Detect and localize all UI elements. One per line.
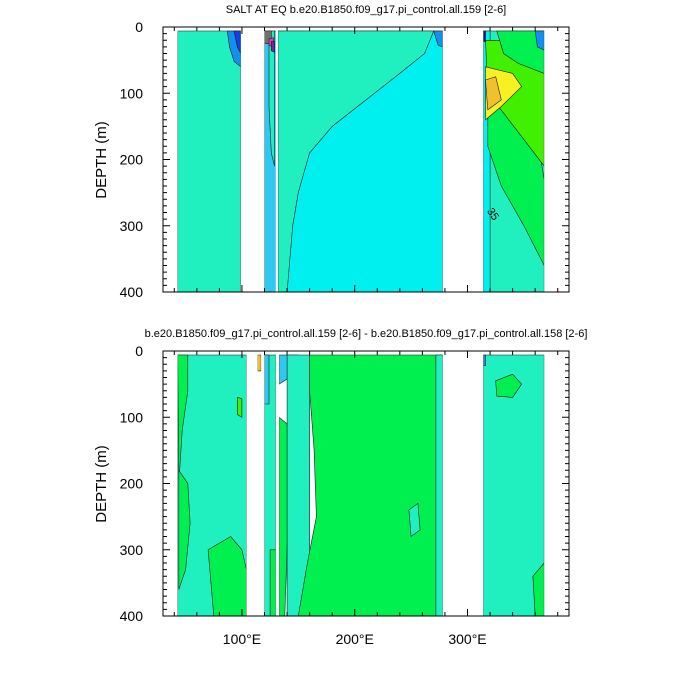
contour-region	[532, 562, 545, 616]
contour-region	[269, 549, 277, 616]
contour-region	[277, 30, 435, 292]
land-gap	[246, 351, 258, 616]
y-tick-label: 400	[120, 608, 144, 624]
contour-region	[264, 354, 270, 405]
contour-region	[482, 354, 545, 616]
y-tick-label: 200	[120, 476, 144, 492]
contour-region	[286, 354, 310, 616]
panel-top: SALT AT EQ b.e20.B1850.f09_g17.pi_contro…	[93, 4, 570, 300]
axis-ticks: 0 100 200 300 400 100°E 200°E 300°E	[120, 343, 569, 647]
chart-title: SALT AT EQ b.e20.B1850.f09_g17.pi_contro…	[226, 4, 507, 16]
contour-region	[482, 30, 486, 42]
contour-region	[435, 354, 444, 616]
contour-region	[237, 397, 243, 418]
contour-region	[177, 30, 242, 292]
chart-title: b.e20.B1850.f09_g17.pi_control.all.159 […	[145, 328, 588, 340]
no-data-margin	[163, 351, 569, 354]
plot-area	[163, 351, 569, 616]
x-tick-label: 300°E	[448, 631, 486, 647]
no-data-margin	[163, 27, 569, 30]
y-axis-label: DEPTH (m)	[93, 445, 110, 523]
y-tick-label: 300	[120, 542, 144, 558]
contour-region	[257, 354, 262, 372]
y-axis-label: DEPTH (m)	[93, 121, 110, 199]
y-tick-label: 100	[120, 409, 144, 425]
y-tick-label: 0	[135, 19, 143, 35]
contour-region	[233, 30, 242, 54]
contour-region	[297, 354, 444, 616]
panel-bottom: b.e20.B1850.f09_g17.pi_control.all.159 […	[93, 328, 587, 647]
contour-region	[207, 536, 247, 616]
y-tick-label: 0	[135, 343, 143, 359]
contour-region	[178, 469, 191, 590]
land-gap	[442, 27, 484, 292]
contour-label: 35	[484, 206, 501, 223]
contour-region	[270, 41, 275, 53]
y-tick-label: 300	[120, 218, 144, 234]
land-gap	[261, 351, 265, 616]
y-tick-label: 200	[120, 152, 144, 168]
y-tick-label: 400	[120, 284, 144, 300]
land-gap	[275, 351, 280, 616]
axis-ticks: 35 0 100 200 300 400	[120, 19, 569, 300]
contour-region	[268, 30, 275, 167]
land-gap	[275, 27, 279, 292]
contour-region	[495, 373, 522, 398]
contour-region	[482, 354, 486, 366]
contour-region	[485, 76, 502, 111]
contour-region	[408, 502, 421, 538]
contour-region	[177, 354, 189, 484]
y-tick-label: 100	[120, 85, 144, 101]
land-gap	[240, 27, 265, 292]
x-tick-label: 200°E	[336, 631, 374, 647]
x-tick-label: 100°E	[223, 631, 261, 647]
land-gap	[442, 351, 484, 616]
plot-area	[163, 27, 569, 292]
